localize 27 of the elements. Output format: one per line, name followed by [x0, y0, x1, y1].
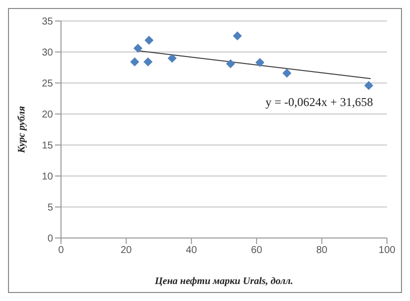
x-axis-title: Цена нефти марки Urals, долл. [154, 276, 294, 287]
y-tick-label: 0 [47, 234, 54, 245]
point [255, 58, 264, 68]
point [364, 80, 374, 90]
point [168, 54, 177, 63]
y-tick-label: 10 [42, 172, 54, 183]
x-tick-label: 100 [378, 245, 396, 256]
y-tick-label: 35 [42, 16, 54, 28]
annotation: y = -0,0624x + 31,658 [265, 95, 373, 110]
y-axis-title: Курс рубля [16, 106, 28, 154]
y-tick-label: 15 [42, 140, 54, 152]
y-tick-label: 5 [47, 202, 54, 214]
point [133, 44, 142, 53]
point [282, 68, 292, 78]
point [144, 36, 154, 45]
x-tick-label: 80 [316, 245, 328, 256]
y-tick-label: 20 [42, 110, 54, 121]
y-tick-label: 25 [42, 78, 54, 90]
x-tick-label: 40 [186, 245, 198, 256]
point [130, 57, 140, 66]
point [144, 57, 153, 66]
x-tick-label: 60 [251, 245, 263, 256]
point [232, 31, 242, 40]
y-tick-label: 30 [42, 48, 54, 59]
x-tick-label: 0 [58, 245, 64, 256]
x-tick-label: 20 [120, 245, 132, 256]
point [226, 59, 236, 68]
